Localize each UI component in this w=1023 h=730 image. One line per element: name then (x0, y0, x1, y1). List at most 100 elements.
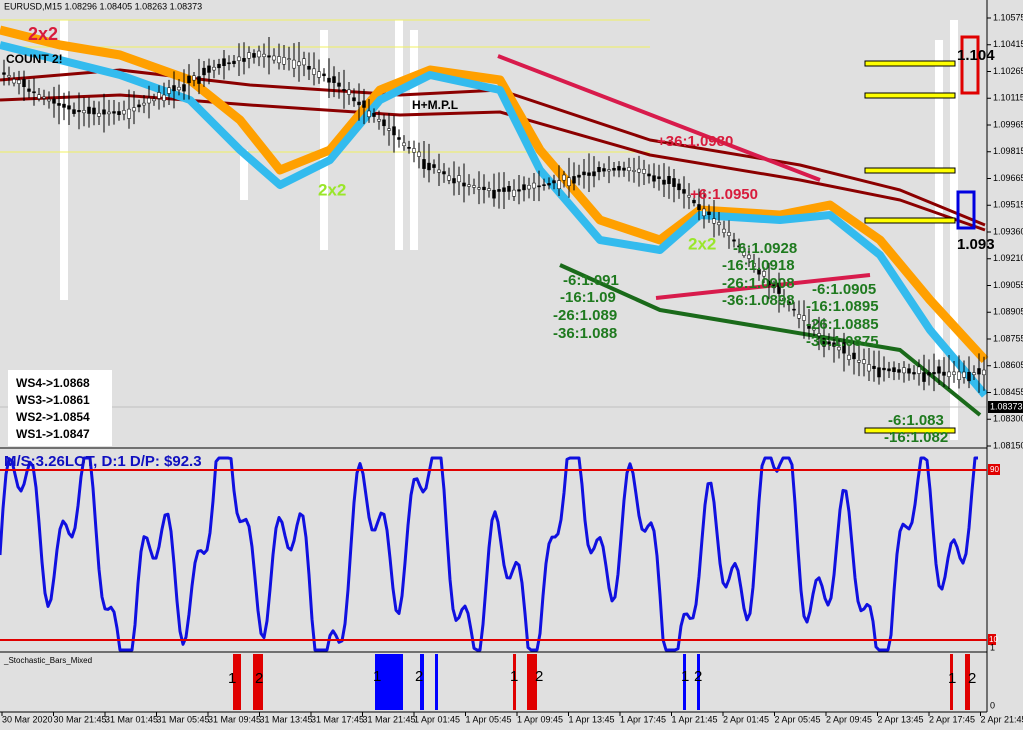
signal-bar (527, 654, 537, 710)
session-bar (320, 30, 328, 250)
time-label: 1 Apr 21:45 (672, 714, 718, 724)
price-label: 1.08905 (993, 307, 1023, 317)
candle-body (892, 367, 896, 373)
candle-body (722, 228, 726, 233)
candle-body (197, 76, 201, 84)
candle-body (947, 371, 951, 377)
target-label: +6:1.0950 (690, 186, 758, 203)
candle-body (427, 162, 431, 171)
candle-body (792, 308, 796, 311)
candle-body (547, 183, 551, 186)
price-label: 1.08150 (993, 440, 1023, 450)
candle-body (802, 315, 806, 321)
candle-body (822, 337, 826, 347)
stochastic-line (0, 456, 978, 652)
symbol-header: EURUSD,M15 1.08296 1.08405 1.08263 1.083… (4, 1, 202, 11)
candle-body (137, 104, 141, 108)
candle-body (692, 199, 696, 204)
candle-body (352, 97, 356, 102)
candle-body (342, 89, 346, 91)
candle-body (92, 107, 96, 115)
candle-body (932, 372, 936, 375)
candle-body (787, 301, 791, 306)
candle-body (767, 280, 771, 286)
ws-level: WS3->1.0861 (16, 393, 90, 407)
candle-body (357, 101, 361, 106)
candle-body (52, 98, 56, 104)
candle-body (2, 72, 6, 75)
stoch-info: M/S:3.26LOT, D:1 D/P: $92.3 (4, 453, 202, 470)
candle-body (647, 173, 651, 177)
candle-body (912, 372, 916, 375)
ws-panel (8, 370, 112, 446)
candle-body (687, 195, 691, 198)
time-label: 31 Mar 09:45 (208, 714, 261, 724)
candle-body (187, 75, 191, 84)
candle-body (177, 86, 181, 91)
stoch-lower-label: 10 (989, 635, 998, 644)
candle-body (887, 368, 891, 372)
candle-body (542, 184, 546, 186)
price-label: 1.08455 (993, 387, 1023, 397)
candle-body (102, 109, 106, 115)
level-box (864, 427, 956, 434)
target-level: -16:1.0895 (806, 298, 879, 315)
candle-body (537, 185, 541, 188)
candle-body (217, 63, 221, 69)
count-label: COUNT 2! (6, 52, 63, 66)
box-high (960, 35, 980, 95)
candle-body (182, 84, 186, 92)
time-label: 1 Apr 09:45 (517, 714, 563, 724)
ma-blue (0, 41, 989, 398)
candle-body (522, 184, 526, 191)
candle-body (277, 56, 281, 64)
candle-body (797, 314, 801, 319)
candle-body (297, 61, 301, 66)
candle-body (237, 56, 241, 61)
candle-body (322, 73, 326, 77)
bar-mark: 1 (948, 670, 956, 687)
candle-body (42, 96, 46, 99)
candle-body (432, 164, 436, 168)
candle-body (877, 367, 881, 378)
candle-body (852, 352, 856, 360)
bars-axis-label: 0 (990, 700, 995, 710)
candle-body (57, 103, 61, 106)
candle-body (717, 222, 721, 226)
candle-body (842, 342, 846, 354)
candle-body (872, 365, 876, 369)
candle-body (527, 185, 531, 190)
session-bar (950, 20, 958, 440)
box-label: 1.093 (957, 236, 995, 253)
candle-body (487, 188, 491, 191)
candle-body (732, 239, 736, 242)
signal-bar (420, 654, 424, 710)
price-label: 1.09360 (993, 226, 1023, 236)
candle-body (462, 182, 466, 187)
candle-body (962, 371, 966, 378)
time-label: 2 Apr 21:45 (981, 714, 1023, 724)
candle-body (382, 119, 386, 127)
candle-body (417, 151, 421, 157)
candle-body (87, 106, 91, 114)
candle-body (247, 52, 251, 59)
candle-body (482, 186, 486, 191)
candle-body (267, 55, 271, 58)
candle-body (77, 110, 81, 113)
candle-body (367, 110, 371, 117)
target-level: -16:1.09 (560, 289, 616, 306)
candle-body (47, 99, 51, 102)
candle-body (857, 360, 861, 363)
current-price: 1.08373 (990, 401, 1023, 411)
candle-body (292, 59, 296, 69)
target-level: -16:1.082 (884, 429, 948, 446)
candle-body (742, 251, 746, 256)
price-label: 1.09965 (993, 119, 1023, 129)
time-label: 1 Apr 01:45 (414, 714, 460, 724)
candle-body (477, 187, 481, 190)
candle-body (252, 53, 256, 58)
level-box (864, 92, 956, 99)
level-box (864, 217, 956, 224)
candle-body (307, 65, 311, 70)
target-level: -16:1.0918 (722, 257, 795, 274)
